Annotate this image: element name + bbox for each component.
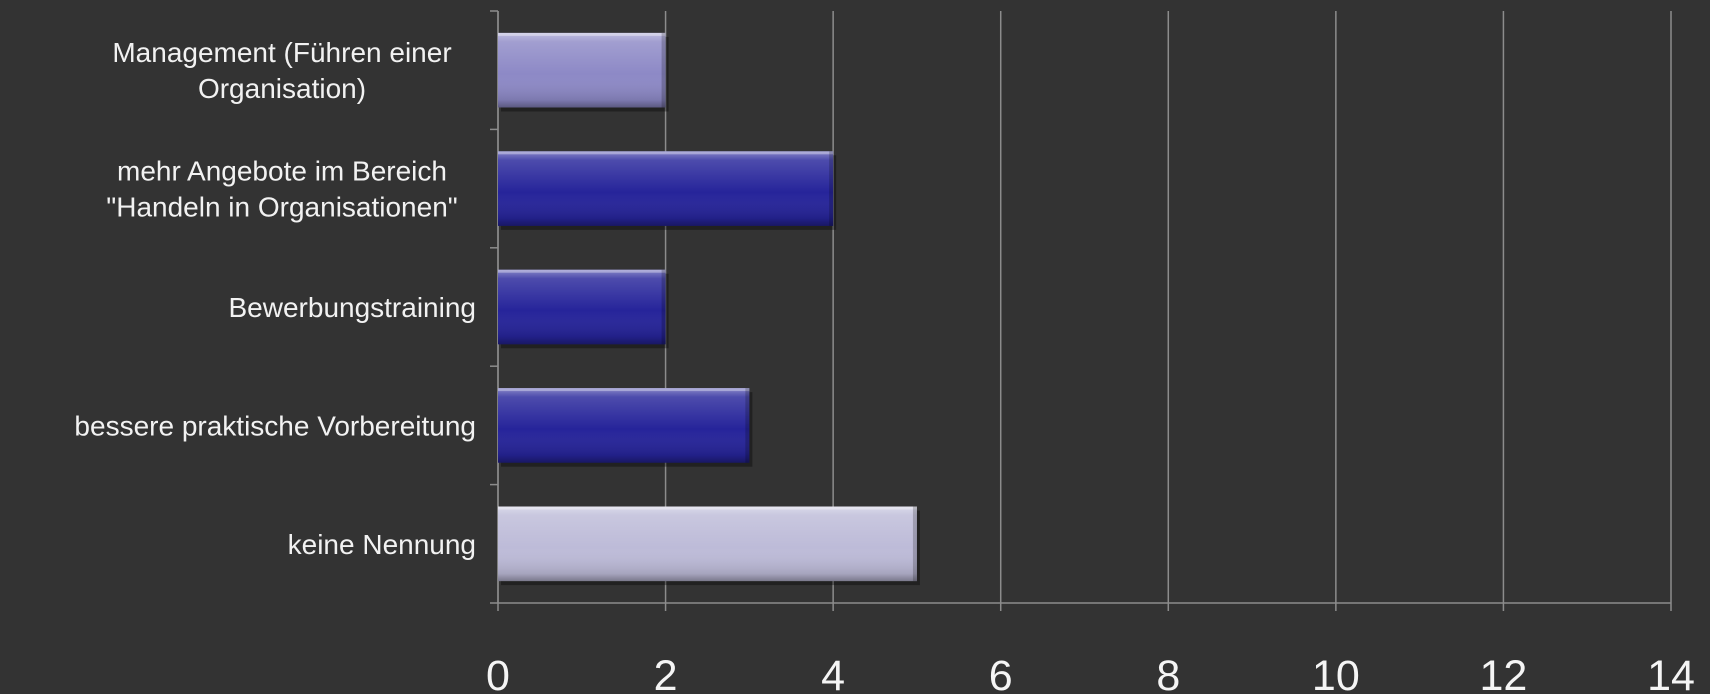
- category-label: bessere praktische Vorbereitung: [74, 410, 476, 441]
- bar-highlight: [498, 32, 666, 36]
- bar-edge: [912, 506, 917, 582]
- bar-group: [498, 388, 753, 467]
- x-tick-label: 8: [1156, 652, 1180, 694]
- category-label: keine Nennung: [288, 529, 476, 560]
- gridlines: [497, 11, 1672, 611]
- bar-edge: [829, 151, 834, 226]
- bar-bevel: [498, 388, 750, 463]
- bar-group: [498, 151, 837, 230]
- bar-group: [498, 269, 669, 349]
- bar-highlight: [498, 269, 666, 273]
- x-tick-label: 6: [989, 652, 1013, 694]
- x-tick-label: 0: [486, 652, 510, 694]
- bar-highlight: [498, 388, 750, 392]
- bar-edge: [661, 269, 666, 345]
- category-label: Bewerbungstraining: [229, 292, 477, 323]
- bar-highlight: [498, 151, 834, 155]
- bar-edge: [661, 32, 666, 108]
- bars: [498, 32, 920, 586]
- bar-bevel: [498, 151, 834, 226]
- x-tick-label: 14: [1647, 652, 1695, 694]
- category-label: Management (Führen einer: [112, 37, 451, 68]
- category-label: "Handeln in Organisationen": [106, 192, 457, 223]
- category-label: mehr Angebote im Bereich: [117, 156, 447, 187]
- x-tick-label: 2: [654, 652, 678, 694]
- x-tick-label: 12: [1480, 652, 1528, 694]
- bar-group: [498, 506, 920, 586]
- bar-bevel: [498, 269, 666, 345]
- bar-edge: [745, 388, 750, 463]
- bar-bevel: [498, 506, 917, 582]
- x-tick-labels: 0 2 4 6 8 10 12 14: [486, 652, 1695, 694]
- category-labels: Management (Führen einer Organisation) meh…: [74, 37, 476, 560]
- bar-highlight: [498, 506, 917, 510]
- x-tick-label: 10: [1312, 652, 1360, 694]
- x-tick-label: 4: [821, 652, 845, 694]
- bar-group: [498, 32, 669, 112]
- bar-bevel: [498, 32, 666, 108]
- category-label: Organisation): [198, 73, 366, 104]
